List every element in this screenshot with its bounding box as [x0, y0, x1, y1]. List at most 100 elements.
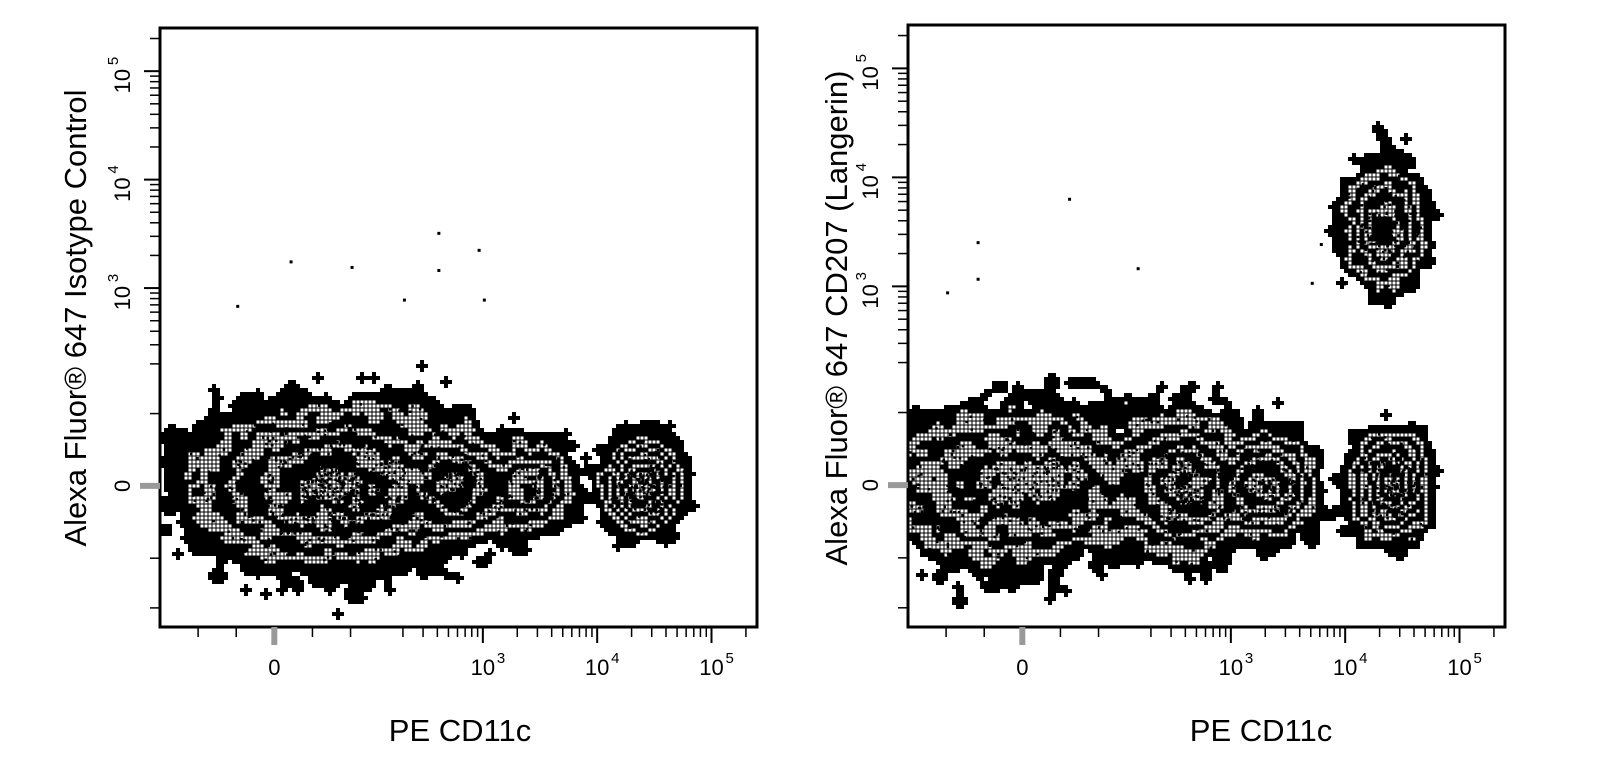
density-cell [600, 468, 604, 472]
density-cell [572, 444, 576, 448]
density-cell [684, 492, 688, 496]
density-cell [464, 408, 468, 412]
density-cell [184, 540, 188, 544]
density-cell [424, 400, 428, 404]
density-cell [232, 556, 236, 560]
density-cell [360, 376, 364, 380]
density-cell [408, 396, 412, 400]
density-cell [684, 464, 688, 468]
density-cell [200, 552, 204, 556]
density-cell [656, 532, 660, 536]
density-cell [572, 508, 576, 512]
density-cell [612, 544, 616, 548]
density-cell [436, 412, 440, 416]
density-cell [312, 568, 316, 572]
density-cell [604, 516, 608, 520]
density-cell [580, 508, 584, 512]
density-cell [560, 524, 564, 528]
density-cell [428, 564, 432, 568]
density-cell [248, 408, 252, 412]
density-cell [552, 444, 556, 448]
density-cell [576, 492, 580, 496]
density-cell [184, 448, 188, 452]
density-cell [620, 532, 624, 536]
density-cell [416, 396, 420, 400]
density-cell [168, 440, 172, 444]
density-cell [412, 384, 416, 388]
density-cell [392, 564, 396, 568]
density-cell [560, 432, 564, 436]
density-cell [376, 568, 380, 572]
density-cell [364, 568, 368, 572]
density-cell [328, 584, 332, 588]
density-cell [476, 536, 480, 540]
density-cell [472, 536, 476, 540]
density-cell [440, 420, 444, 424]
density-cell [480, 560, 484, 564]
density-cell [216, 388, 220, 392]
density-cell [588, 464, 592, 468]
density-cell [388, 588, 392, 592]
density-cell [220, 564, 224, 568]
density-cell [492, 532, 496, 536]
density-cell [260, 396, 264, 400]
contour-cell [320, 404, 324, 408]
density-cell [208, 436, 212, 440]
density-cell [236, 544, 240, 548]
density-cell [668, 420, 672, 424]
density-cell [568, 456, 572, 460]
density-cell [412, 400, 416, 404]
density-cell [516, 548, 520, 552]
density-cell [320, 584, 324, 588]
density-cell [184, 436, 188, 440]
density-cell [216, 440, 220, 444]
density-cell [424, 364, 428, 368]
density-cell [420, 572, 424, 576]
density-cell [508, 444, 512, 448]
density-cell [480, 436, 484, 440]
density-cell [360, 580, 364, 584]
density-cell [616, 536, 620, 540]
density-cell [360, 592, 364, 596]
density-cell [664, 432, 668, 436]
density-cell [588, 468, 592, 472]
density-cell [400, 568, 404, 572]
density-cell [308, 400, 312, 404]
density-cell [636, 540, 640, 544]
density-cell [444, 540, 448, 544]
density-cell [676, 460, 680, 464]
density-cell [596, 496, 600, 500]
density-cell [332, 584, 336, 588]
density-cell [424, 552, 428, 556]
density-cell [484, 556, 488, 560]
density-cell [380, 396, 384, 400]
density-cell [584, 452, 588, 456]
density-cell [432, 412, 436, 416]
density-cell [164, 452, 168, 456]
density-cell [676, 516, 680, 520]
density-cell [596, 444, 600, 448]
density-cell [224, 412, 228, 416]
density-cell [476, 432, 480, 436]
density-cell [472, 424, 476, 428]
density-cell [596, 448, 600, 452]
density-cell [412, 564, 416, 568]
density-cell [568, 460, 572, 464]
density-cell [212, 580, 216, 584]
density-cell [576, 468, 580, 472]
density-cell [472, 432, 476, 436]
density-cell [604, 512, 608, 516]
density-cell [624, 536, 628, 540]
density-cell [196, 524, 200, 528]
contour-cell [304, 412, 308, 416]
density-cell [256, 560, 260, 564]
density-cell [380, 388, 384, 392]
density-cell [280, 396, 284, 400]
density-cell [436, 548, 440, 552]
density-cell [316, 580, 320, 584]
density-cell [652, 436, 656, 440]
density-cell [544, 532, 548, 536]
density-cell [352, 396, 356, 400]
density-cell [504, 444, 508, 448]
density-cell [392, 568, 396, 572]
